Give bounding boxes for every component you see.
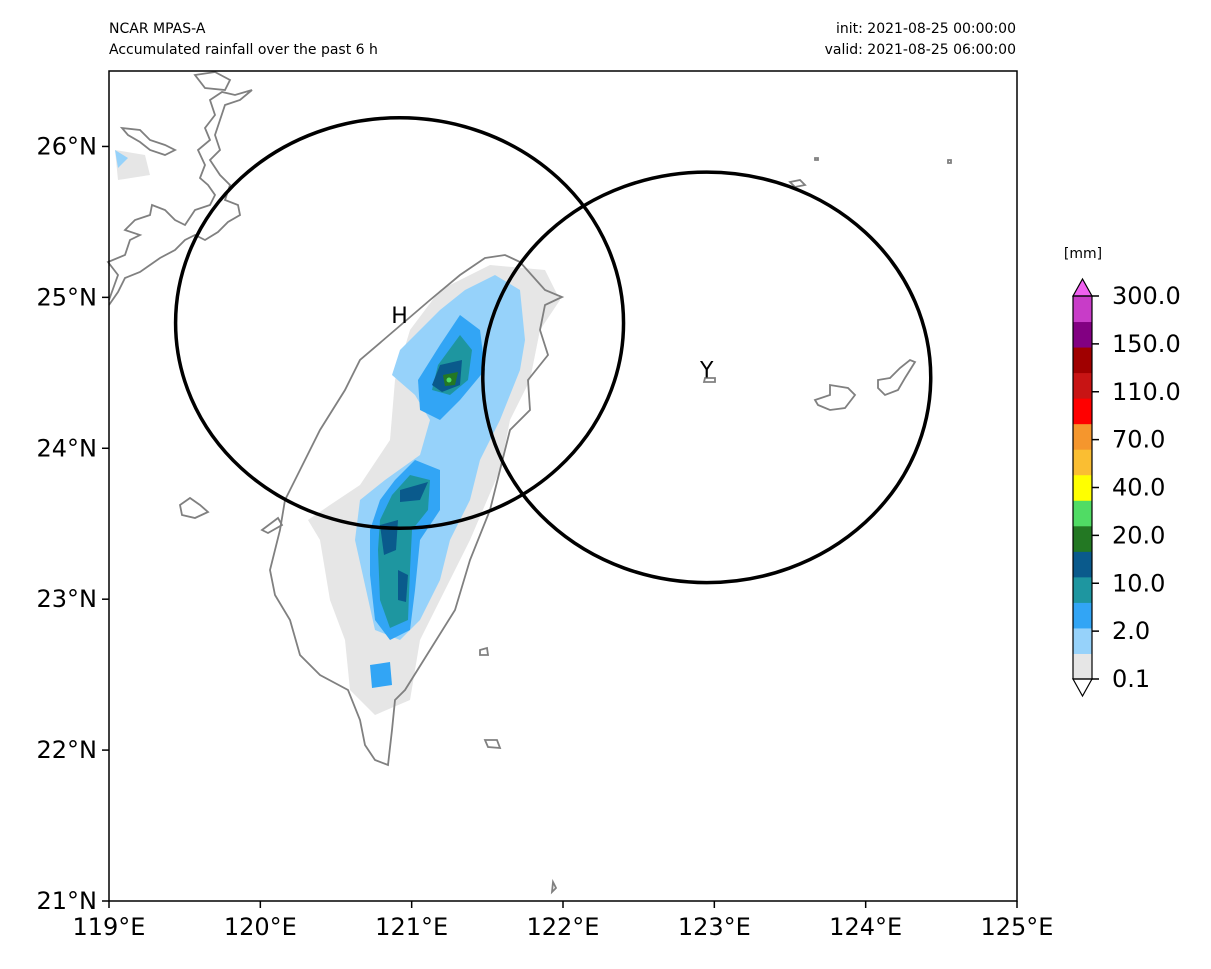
model-title: NCAR MPAS-A (109, 21, 206, 37)
colorbar-segment (1073, 398, 1092, 425)
y-tick-label: 22°N (37, 736, 98, 764)
colorbar-tick-label: 2.0 (1112, 617, 1150, 645)
colorbar-ticks: 0.1 2.0 10.0 20.0 40.0 70.0 110.0 150.0 300.0 (1092, 282, 1181, 693)
china-coast-top (193, 71, 232, 91)
colorbar-segment (1073, 627, 1092, 654)
islet-south (550, 878, 558, 895)
rain-110mm (446, 377, 452, 383)
colorbar-tick-label: 0.1 (1112, 665, 1150, 693)
green-island (479, 646, 490, 656)
colorbar (1071, 277, 1094, 698)
colorbar-segment (1073, 296, 1092, 323)
islet-west (260, 516, 284, 535)
colorbar-segment (1073, 551, 1092, 578)
colorbar-tick-label: 20.0 (1112, 521, 1165, 549)
rain-40mm-c (398, 570, 408, 602)
circle-label-y: Y (699, 358, 714, 383)
colorbar-segment (1073, 653, 1092, 680)
colorbar-segment (1073, 321, 1092, 348)
x-tick-label: 122°E (527, 913, 600, 941)
colorbar-tick-label: 300.0 (1112, 282, 1181, 310)
colorbar-tick-label: 40.0 (1112, 474, 1165, 502)
rain-10mm-south (370, 662, 392, 688)
islet-a (814, 157, 819, 161)
islet-b (947, 159, 952, 164)
colorbar-segment (1073, 372, 1092, 399)
colorbar-segment (1073, 500, 1092, 527)
x-axis-ticks: 119°E 120°E 121°E 122°E 123°E 124°E 125°E (73, 901, 1054, 941)
y-tick-label: 23°N (37, 585, 98, 613)
circle-label-h: H (391, 304, 408, 329)
valid-time: valid: 2021-08-25 06:00:00 (825, 42, 1016, 58)
x-tick-label: 123°E (678, 913, 751, 941)
colorbar-max-extend (1071, 277, 1094, 297)
senkaku-islet (788, 179, 807, 188)
init-time: init: 2021-08-25 00:00:00 (836, 21, 1016, 37)
x-tick-label: 124°E (829, 913, 902, 941)
china-island-north (119, 126, 178, 156)
x-tick-label: 120°E (224, 913, 297, 941)
y-axis-ticks: 21°N 22°N 23°N 24°N 25°N 26°N (37, 132, 109, 915)
y-tick-label: 21°N (37, 887, 98, 915)
penghu-islands (179, 496, 210, 519)
y-tick-label: 25°N (37, 283, 98, 311)
orchid-island (483, 739, 502, 750)
map-background (109, 71, 1017, 901)
circle-y (481, 170, 933, 585)
colorbar-tick-label: 70.0 (1112, 426, 1165, 454)
y-tick-label: 26°N (37, 132, 98, 160)
colorbar-segment (1073, 347, 1092, 374)
rain-40mm-a (400, 482, 428, 502)
colorbar-segment (1073, 525, 1092, 552)
yonaguni-island (702, 377, 716, 383)
colorbar-segment (1073, 576, 1092, 603)
taiwan-coast (269, 254, 565, 767)
subtitle: Accumulated rainfall over the past 6 h (109, 42, 378, 58)
x-tick-label: 119°E (73, 913, 146, 941)
colorbar-segment (1073, 602, 1092, 629)
rain-2mm-north (115, 150, 128, 168)
colorbar-tick-label: 10.0 (1112, 569, 1165, 597)
influence-circles: HY (173, 116, 933, 585)
x-tick-label: 121°E (375, 913, 448, 941)
colorbar-unit: [mm] (1064, 246, 1102, 262)
colorbar-segment (1073, 423, 1092, 450)
miyako-island (877, 358, 917, 397)
colorbar-segment (1073, 449, 1092, 476)
colorbar-segment (1073, 474, 1092, 501)
y-tick-label: 24°N (37, 434, 98, 462)
x-tick-label: 125°E (981, 913, 1054, 941)
colorbar-min-extend (1071, 678, 1094, 698)
rain-20mm-central (378, 475, 430, 628)
colorbar-tick-label: 110.0 (1112, 378, 1181, 406)
ishigaki-island (813, 383, 857, 411)
colorbar-tick-label: 150.0 (1112, 330, 1181, 358)
circle-h (173, 116, 626, 531)
